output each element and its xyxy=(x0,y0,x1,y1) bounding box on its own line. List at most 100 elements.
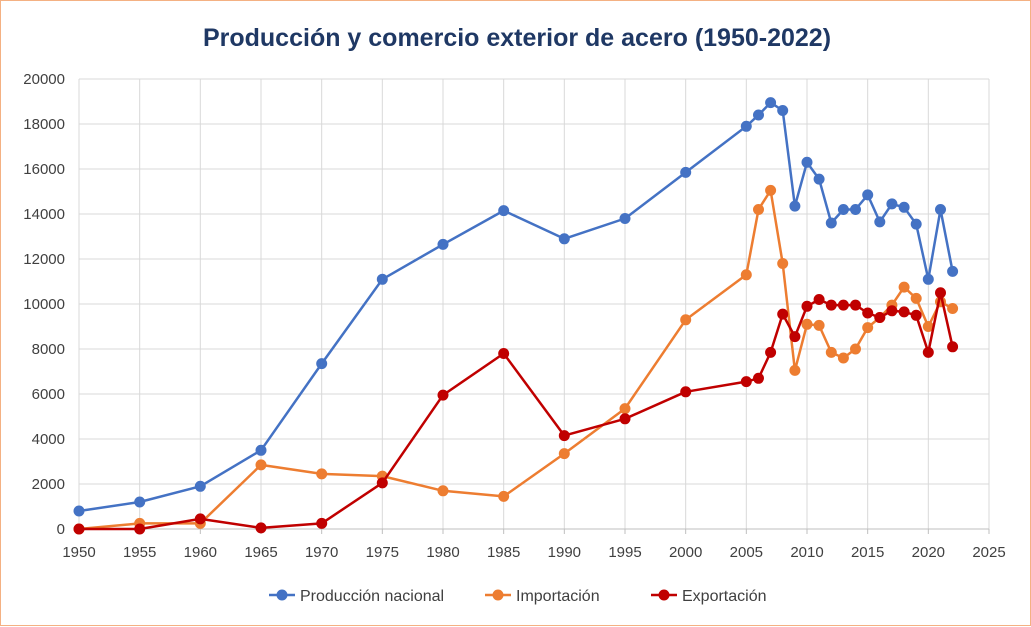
data-point xyxy=(765,97,777,109)
data-point xyxy=(886,305,898,317)
y-tick-label: 12000 xyxy=(23,251,65,268)
data-point xyxy=(850,343,861,355)
data-point xyxy=(874,216,886,228)
data-point xyxy=(825,346,837,358)
data-point xyxy=(765,184,777,196)
legend-item[interactable]: Importación xyxy=(485,588,600,605)
data-point xyxy=(753,109,764,121)
x-tick-label: 1995 xyxy=(608,544,641,561)
data-point xyxy=(789,331,801,343)
data-point xyxy=(935,287,946,299)
gridlines xyxy=(79,78,990,529)
x-tick-label: 1955 xyxy=(123,544,156,561)
series-2 xyxy=(73,184,959,535)
data-point xyxy=(801,300,813,312)
data-point xyxy=(898,281,910,293)
data-point xyxy=(837,204,849,215)
data-point xyxy=(558,448,570,460)
data-point xyxy=(376,273,388,285)
data-point xyxy=(73,505,85,517)
data-point xyxy=(753,204,764,215)
legend-item[interactable]: Producción nacional xyxy=(269,588,444,605)
data-point xyxy=(437,485,449,497)
data-point xyxy=(765,346,777,358)
y-tick-label: 2000 xyxy=(32,476,65,493)
data-point xyxy=(558,430,570,442)
x-tick-label: 2010 xyxy=(790,544,823,561)
data-point xyxy=(316,517,328,529)
data-point xyxy=(922,346,934,358)
legend-swatch-marker xyxy=(658,589,670,601)
data-point xyxy=(922,273,934,285)
data-point xyxy=(134,523,146,535)
series-3 xyxy=(73,287,959,535)
data-point xyxy=(255,444,267,456)
data-point xyxy=(255,459,267,471)
x-tick-label: 1975 xyxy=(366,544,399,561)
y-tick-label: 0 xyxy=(57,521,65,538)
data-point xyxy=(498,205,510,217)
data-point xyxy=(437,389,449,401)
data-point xyxy=(680,166,692,178)
data-point xyxy=(935,204,946,215)
data-point xyxy=(753,372,764,384)
y-tick-label: 4000 xyxy=(32,431,65,448)
data-point xyxy=(813,294,825,305)
legend: Producción nacional Importación Exportació… xyxy=(269,588,767,605)
data-point xyxy=(619,403,631,415)
data-point xyxy=(316,468,328,480)
data-point xyxy=(777,258,789,269)
y-tick-label: 18000 xyxy=(23,116,65,133)
data-point xyxy=(801,318,813,330)
data-point xyxy=(862,322,874,334)
series-layer xyxy=(73,97,959,535)
data-point xyxy=(777,308,789,320)
y-tick-label: 10000 xyxy=(23,296,65,313)
data-point xyxy=(619,413,631,425)
x-tick-label: 1970 xyxy=(305,544,338,561)
data-point xyxy=(825,299,837,311)
x-tick-label: 1985 xyxy=(487,544,520,561)
legend-swatch-marker xyxy=(276,589,288,601)
data-point xyxy=(862,307,874,319)
data-point xyxy=(680,314,692,326)
chart-title: Producción y comercio exterior de acero … xyxy=(203,24,831,52)
series-line xyxy=(78,101,954,513)
data-point xyxy=(740,376,752,388)
data-point xyxy=(558,233,570,245)
data-point xyxy=(316,358,328,370)
y-tick-label: 14000 xyxy=(23,206,65,223)
x-tick-label: 1950 xyxy=(62,544,95,561)
y-tick-label: 16000 xyxy=(23,161,65,178)
data-point xyxy=(437,238,449,250)
data-point xyxy=(947,341,959,353)
data-point xyxy=(740,120,752,132)
data-point xyxy=(947,265,959,277)
legend-item[interactable]: Exportación xyxy=(651,588,767,605)
x-tick-label: 2020 xyxy=(912,544,945,561)
series-1 xyxy=(73,97,959,517)
x-tick-label: 1980 xyxy=(426,544,459,561)
data-point xyxy=(837,352,849,364)
data-point xyxy=(898,306,910,318)
x-tick-label: 2015 xyxy=(851,544,884,561)
data-point xyxy=(194,480,206,492)
x-tick-label: 1990 xyxy=(548,544,581,561)
data-point xyxy=(874,312,886,323)
y-tick-label: 6000 xyxy=(32,386,65,403)
data-point xyxy=(194,513,206,525)
data-point xyxy=(619,213,631,224)
data-point xyxy=(376,477,388,489)
data-point xyxy=(825,217,837,229)
data-point xyxy=(740,269,752,281)
axes: 0 2000 4000 6000 8000 10000 12000 14000 16000 180… xyxy=(23,71,1005,561)
y-tick-label: 8000 xyxy=(32,341,65,358)
data-point xyxy=(255,522,267,534)
x-tick-label: 1965 xyxy=(244,544,277,561)
legend-label: Producción nacional xyxy=(300,588,444,605)
x-tick-label: 2025 xyxy=(972,544,1005,561)
data-point xyxy=(777,105,789,116)
data-point xyxy=(910,218,922,230)
data-point xyxy=(801,156,813,168)
